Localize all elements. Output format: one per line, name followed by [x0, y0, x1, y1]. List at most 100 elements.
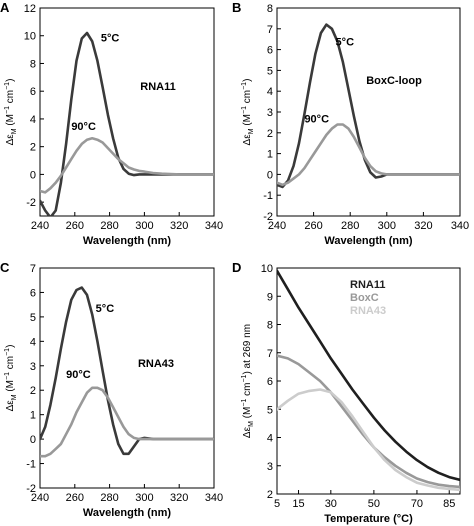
- y-axis-label-part: cm: [5, 90, 16, 106]
- y-tick-label: -2: [26, 483, 36, 495]
- x-tick-label: 300: [135, 220, 153, 232]
- y-tick-label: 2: [30, 142, 36, 154]
- y-tick-label: -2: [26, 197, 36, 209]
- series-line-90c: [40, 386, 214, 458]
- x-tick-label: 340: [205, 492, 223, 504]
- plot-frame: [39, 267, 215, 489]
- series-line-boxc: [277, 354, 460, 489]
- y-axis-label-part: (M: [242, 407, 253, 421]
- y-axis-label-part: (M: [5, 380, 16, 394]
- y-tick-label: 0: [267, 169, 273, 181]
- y-tick-label: 3: [267, 107, 273, 119]
- x-tick-label: 240: [268, 220, 286, 232]
- curve-label: 90°C: [71, 121, 96, 133]
- y-axis-label-part: −1: [4, 106, 11, 114]
- x-tick-label: 280: [100, 492, 118, 504]
- x-tick-label: 320: [170, 492, 188, 504]
- plot-frame: [39, 7, 215, 217]
- series-line-5c: [40, 31, 214, 216]
- y-axis-label-part: cm: [5, 356, 16, 372]
- y-axis-label-part: ) at 269 nm: [242, 324, 253, 375]
- y-axis-label-part: M: [248, 128, 255, 134]
- x-tick-label: 260: [304, 220, 322, 232]
- y-tick-label: -1: [26, 459, 36, 471]
- y-tick-label: 8: [30, 58, 36, 70]
- y-axis-label-part: M: [11, 128, 18, 134]
- series-line-90c: [277, 123, 460, 187]
- sample-annotation: RNA43: [138, 358, 174, 370]
- y-axis-label-part: ): [5, 345, 16, 348]
- x-axis-label: Wavelength (nm): [83, 235, 172, 247]
- x-tick-label: 320: [170, 220, 188, 232]
- y-axis-label-part: −1: [4, 348, 11, 356]
- panel-a: A 240 260 280 300 320 340 -2 0 2 4 6 8 10 12 Wavelength…: [0, 0, 223, 247]
- y-tick-label: 5: [267, 404, 273, 416]
- y-tick-label: 9: [267, 291, 273, 303]
- panel-letter: B: [232, 0, 241, 15]
- y-tick-label: 5: [30, 312, 36, 324]
- y-tick-label: 0: [30, 434, 36, 446]
- curve-label: 90°C: [304, 113, 329, 125]
- y-tick-label: 3: [267, 461, 273, 473]
- x-axis-label: Wavelength (nm): [83, 507, 172, 519]
- panel-letter: A: [0, 0, 10, 15]
- x-tick-label: 85: [443, 498, 455, 510]
- y-tick-label: 10: [261, 263, 273, 275]
- x-tick-label: 70: [411, 498, 423, 510]
- y-tick-label: 6: [30, 287, 36, 299]
- x-tick-label: 300: [378, 220, 396, 232]
- y-tick-label: 0: [30, 169, 36, 181]
- y-axis-label-part: −1: [241, 399, 248, 407]
- y-tick-label: 4: [267, 433, 273, 445]
- x-tick-label: 15: [292, 498, 304, 510]
- y-axis-label: ΔεM (M−1 cm−1): [241, 79, 255, 146]
- x-tick-label: 50: [368, 498, 380, 510]
- y-axis-label-part: Δε: [242, 134, 253, 146]
- y-tick-label: 8: [267, 320, 273, 332]
- y-axis-label-part: −1: [241, 374, 248, 382]
- y-axis-label-part: cm: [242, 383, 253, 399]
- sample-annotation: RNA11: [140, 81, 175, 93]
- series-line-90c: [40, 137, 214, 194]
- x-tick-label: 240: [31, 492, 49, 504]
- y-axis-label: ΔεM (M−1 cm−1): [4, 345, 18, 412]
- y-tick-label: 4: [30, 114, 36, 126]
- sample-annotation: BoxC-loop: [366, 75, 422, 87]
- y-axis-label: ΔεM (M−1 cm−1) at 269 nm: [241, 324, 255, 438]
- y-tick-label: 6: [267, 45, 273, 57]
- y-axis-label-part: ): [5, 79, 16, 82]
- x-axis-label: Wavelength (nm): [324, 235, 413, 247]
- y-tick-label: 1: [267, 149, 273, 161]
- panel-letter: C: [0, 260, 10, 275]
- y-tick-label: 4: [267, 86, 273, 98]
- y-axis-label-part: M: [248, 421, 255, 427]
- y-axis-label: ΔεM (M−1 cm−1): [4, 79, 18, 146]
- y-axis-label-part: M: [11, 394, 18, 400]
- x-tick-label: 30: [325, 498, 337, 510]
- panel-c: C 240 260 280 300 320 340 -2 -1 0 1 2 3 4 5 6 7 Wavelengt…: [0, 260, 223, 519]
- series-line-rna11: [277, 269, 460, 482]
- y-tick-label: 1: [30, 410, 36, 422]
- y-tick-label: 7: [267, 348, 273, 360]
- x-tick-label: 260: [66, 220, 84, 232]
- y-tick-label: 2: [267, 128, 273, 140]
- y-axis-label-part: (M: [242, 114, 253, 128]
- y-tick-label: 7: [30, 263, 36, 275]
- y-tick-label: 7: [267, 24, 273, 36]
- y-axis-label-part: (M: [5, 114, 16, 128]
- y-tick-label: 5: [267, 65, 273, 77]
- y-axis-label-part: Δε: [242, 426, 253, 438]
- x-axis-label: Temperature (°C): [324, 513, 413, 525]
- y-tick-label: 10: [24, 31, 36, 43]
- curve-label: 5°C: [96, 303, 115, 315]
- y-tick-label: 6: [30, 86, 36, 98]
- y-axis-label-part: ): [242, 79, 253, 82]
- y-tick-label: -2: [263, 211, 273, 223]
- y-tick-label: 6: [267, 376, 273, 388]
- series-line-rna43: [277, 388, 460, 492]
- y-tick-label: 8: [267, 3, 273, 15]
- y-axis-label-part: −1: [4, 372, 11, 380]
- x-tick-label: 300: [135, 492, 153, 504]
- y-axis-label-part: Δε: [5, 134, 16, 146]
